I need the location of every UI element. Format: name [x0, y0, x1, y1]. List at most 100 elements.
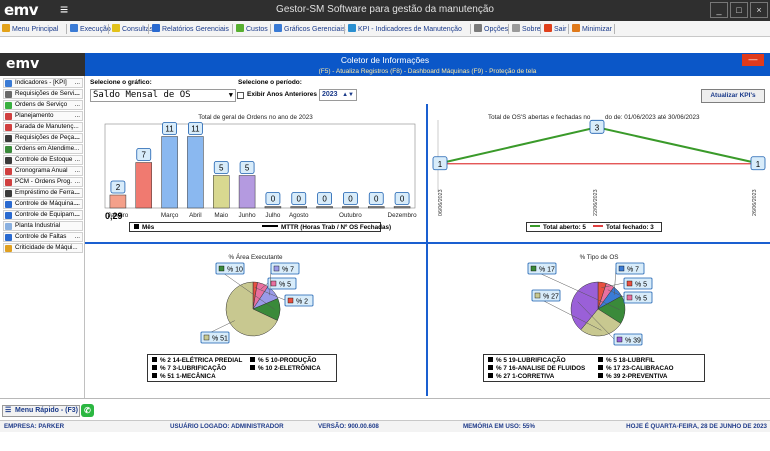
- pie-type-title: % Tipo de OS: [579, 254, 619, 261]
- bar-data-label: 5: [219, 164, 224, 173]
- maximize-button[interactable]: □: [730, 2, 748, 18]
- window-title: Gestor-SM Software para gestão da manute…: [276, 4, 494, 15]
- window-titlebar: emv ≡ Gestor-SM Software para gestão da …: [0, 0, 770, 21]
- sidebar-item-icon: [5, 168, 12, 175]
- coletor-header: Coletor de Informações —: [0, 53, 770, 67]
- sidebar-item-more[interactable]: ...: [74, 101, 80, 108]
- sidebar-item-0[interactable]: Indicadores - [KPI]...: [3, 78, 83, 88]
- list-icon: ☰: [5, 407, 12, 414]
- menu-item-4[interactable]: Custos: [236, 24, 268, 33]
- sidebar-item-more[interactable]: ...: [74, 200, 80, 207]
- quick-menu-button[interactable]: ☰ Menu Rápido - (F3): [2, 405, 80, 417]
- coletor-close-button[interactable]: —: [742, 54, 764, 66]
- menu-separator: [614, 24, 615, 34]
- sidebar-item-3[interactable]: Planejamento...: [3, 111, 83, 121]
- line-legend-closed: Total fechado: 3: [593, 224, 654, 231]
- close-button[interactable]: ×: [750, 2, 768, 18]
- sidebar-item-4[interactable]: Parada de Manutenç...: [3, 122, 83, 132]
- sidebar-item-12[interactable]: Controle de Equipam......: [3, 210, 83, 220]
- sidebar-item-2[interactable]: Ordens de Serviço...: [3, 100, 83, 110]
- spinner-icon[interactable]: ▲▼: [342, 92, 354, 98]
- line-tick-label: 26/06/2023: [752, 189, 758, 216]
- pie-label-leader: [601, 282, 625, 288]
- status-usuario: USUÁRIO LOGADO: ADMINISTRADOR: [170, 423, 284, 430]
- chart-select[interactable]: Saldo Mensal de OS ▼: [90, 89, 236, 102]
- whatsapp-icon[interactable]: ✆: [81, 404, 94, 417]
- bar-data-label: 0: [297, 195, 302, 204]
- sidebar-item-more[interactable]: ...: [74, 156, 80, 163]
- pie-label-leader: [577, 301, 615, 340]
- sidebar-item-more[interactable]: ...: [74, 233, 80, 240]
- sidebar-item-icon: [5, 80, 12, 87]
- sidebar-item-icon: [5, 113, 12, 120]
- menu-item-label: Minimizar: [582, 26, 612, 33]
- bar-tick-label: Abril: [189, 212, 202, 219]
- pie-type-legend: % 5 19-LUBRIFICAÇÃO % 5 18-LUBRFIL % 7 16-…: [483, 354, 705, 382]
- pie-legend-entry: % 51 1-MECÂNICA: [152, 373, 216, 380]
- bar: [290, 206, 307, 209]
- sidebar-item-more[interactable]: ...: [74, 79, 80, 86]
- sidebar-item-5[interactable]: Requisições de Peça......: [3, 133, 83, 143]
- menu-item-9[interactable]: Sair: [544, 24, 566, 33]
- bar-plot-frame: [104, 123, 416, 209]
- quick-menu-label: Menu Rápido - (F3): [15, 407, 78, 414]
- pie-legend-label: % 17 23-CALIBRACAO: [606, 365, 674, 372]
- sidebar-item-7[interactable]: Controle de Estoque...: [3, 155, 83, 165]
- pie-data-label: % 10: [227, 267, 243, 274]
- pie-legend-entry: % 7 3-LUBRIFICAÇÃO: [152, 365, 226, 372]
- pie-data-label-box: [267, 277, 297, 290]
- status-bar: EMPRESA: PARKER USUÁRIO LOGADO: ADMINIST…: [0, 420, 770, 432]
- sidebar-item-10[interactable]: Empréstimo de Ferra......: [3, 188, 83, 198]
- sidebar-item-11[interactable]: Controle de Máquina......: [3, 199, 83, 209]
- menu-item-2[interactable]: Consultas: [112, 24, 153, 33]
- sidebar-item-more[interactable]: ...: [74, 167, 80, 174]
- sidebar-item-more[interactable]: ...: [74, 211, 80, 218]
- pie-legend-entry: % 17 23-CALIBRACAO: [598, 365, 674, 372]
- sidebar-item-8[interactable]: Cronograma Anual...: [3, 166, 83, 176]
- quick-menu-bar: ☰ Menu Rápido - (F3) ✆: [0, 398, 770, 420]
- sidebar-item-15[interactable]: Criticidade de Máqui...: [3, 243, 83, 253]
- panel-divider-horizontal: [85, 242, 770, 244]
- menu-item-10[interactable]: Minimizar: [572, 24, 612, 33]
- menu-item-7[interactable]: Opções: [474, 24, 508, 33]
- main-menubar: Menu Principal Execução Consultas Relatório…: [0, 21, 770, 37]
- sidebar-item-9[interactable]: PCM - Ordens Prog....: [3, 177, 83, 187]
- sidebar-item-14[interactable]: Controle de Faltas...: [3, 232, 83, 242]
- menu-item-8[interactable]: Sobre: [512, 24, 541, 33]
- sidebar-item-13[interactable]: Planta Industrial: [3, 221, 83, 231]
- menu-item-3[interactable]: Relatórios Gerenciais: [152, 24, 229, 33]
- status-date: HOJE É QUARTA-FEIRA, 28 DE JUNHO DE 2023: [626, 423, 767, 430]
- hamburger-menu-icon[interactable]: ≡: [60, 1, 69, 17]
- pie-legend-entry: % 27 1-CORRETIVA: [488, 373, 554, 380]
- sidebar-item-more[interactable]: ...: [74, 112, 80, 119]
- pie-legend-swatch: [152, 373, 157, 378]
- sidebar-item-more[interactable]: ...: [74, 178, 80, 185]
- sidebar-item-6[interactable]: Ordens em Atendime...: [3, 144, 83, 154]
- pie-data-label-swatch: [530, 265, 537, 272]
- menu-item-icon: [236, 24, 244, 32]
- sidebar-item-more[interactable]: ...: [74, 90, 80, 97]
- menu-item-label: Sobre: [522, 26, 541, 33]
- prev-years-checkbox[interactable]: [237, 92, 244, 99]
- menu-item-6[interactable]: KPI - Indicadores de Manutenção: [348, 24, 462, 33]
- bar-tick-label: Janeiro: [108, 212, 129, 219]
- sidebar-item-label: Empréstimo de Ferra...: [15, 189, 80, 196]
- sidebar-item-more[interactable]: ...: [74, 134, 80, 141]
- bar-tick-label: Maio: [214, 212, 228, 219]
- menu-item-5[interactable]: Gráficos Gerenciais: [274, 24, 345, 33]
- update-kpis-button[interactable]: Atualizar KPI's: [701, 89, 765, 103]
- line-data-label: 3: [595, 123, 600, 132]
- menu-item-0[interactable]: Menu Principal: [2, 24, 58, 33]
- minimize-button[interactable]: _: [710, 2, 728, 18]
- sidebar-item-icon: [5, 201, 12, 208]
- year-stepper[interactable]: 2023 ▲▼: [319, 89, 357, 101]
- pie-data-label-box: [531, 289, 561, 302]
- pie-data-label-box: [527, 262, 557, 275]
- sidebar-item-more[interactable]: ...: [74, 189, 80, 196]
- bar-data-label: 0: [348, 195, 353, 204]
- bar-legend-month: Mês: [134, 224, 154, 231]
- sidebar-item-1[interactable]: Requisições de Servi......: [3, 89, 83, 99]
- menu-item-1[interactable]: Execução: [70, 24, 111, 33]
- chevron-down-icon[interactable]: ▼: [228, 91, 233, 99]
- menu-separator: [108, 24, 109, 34]
